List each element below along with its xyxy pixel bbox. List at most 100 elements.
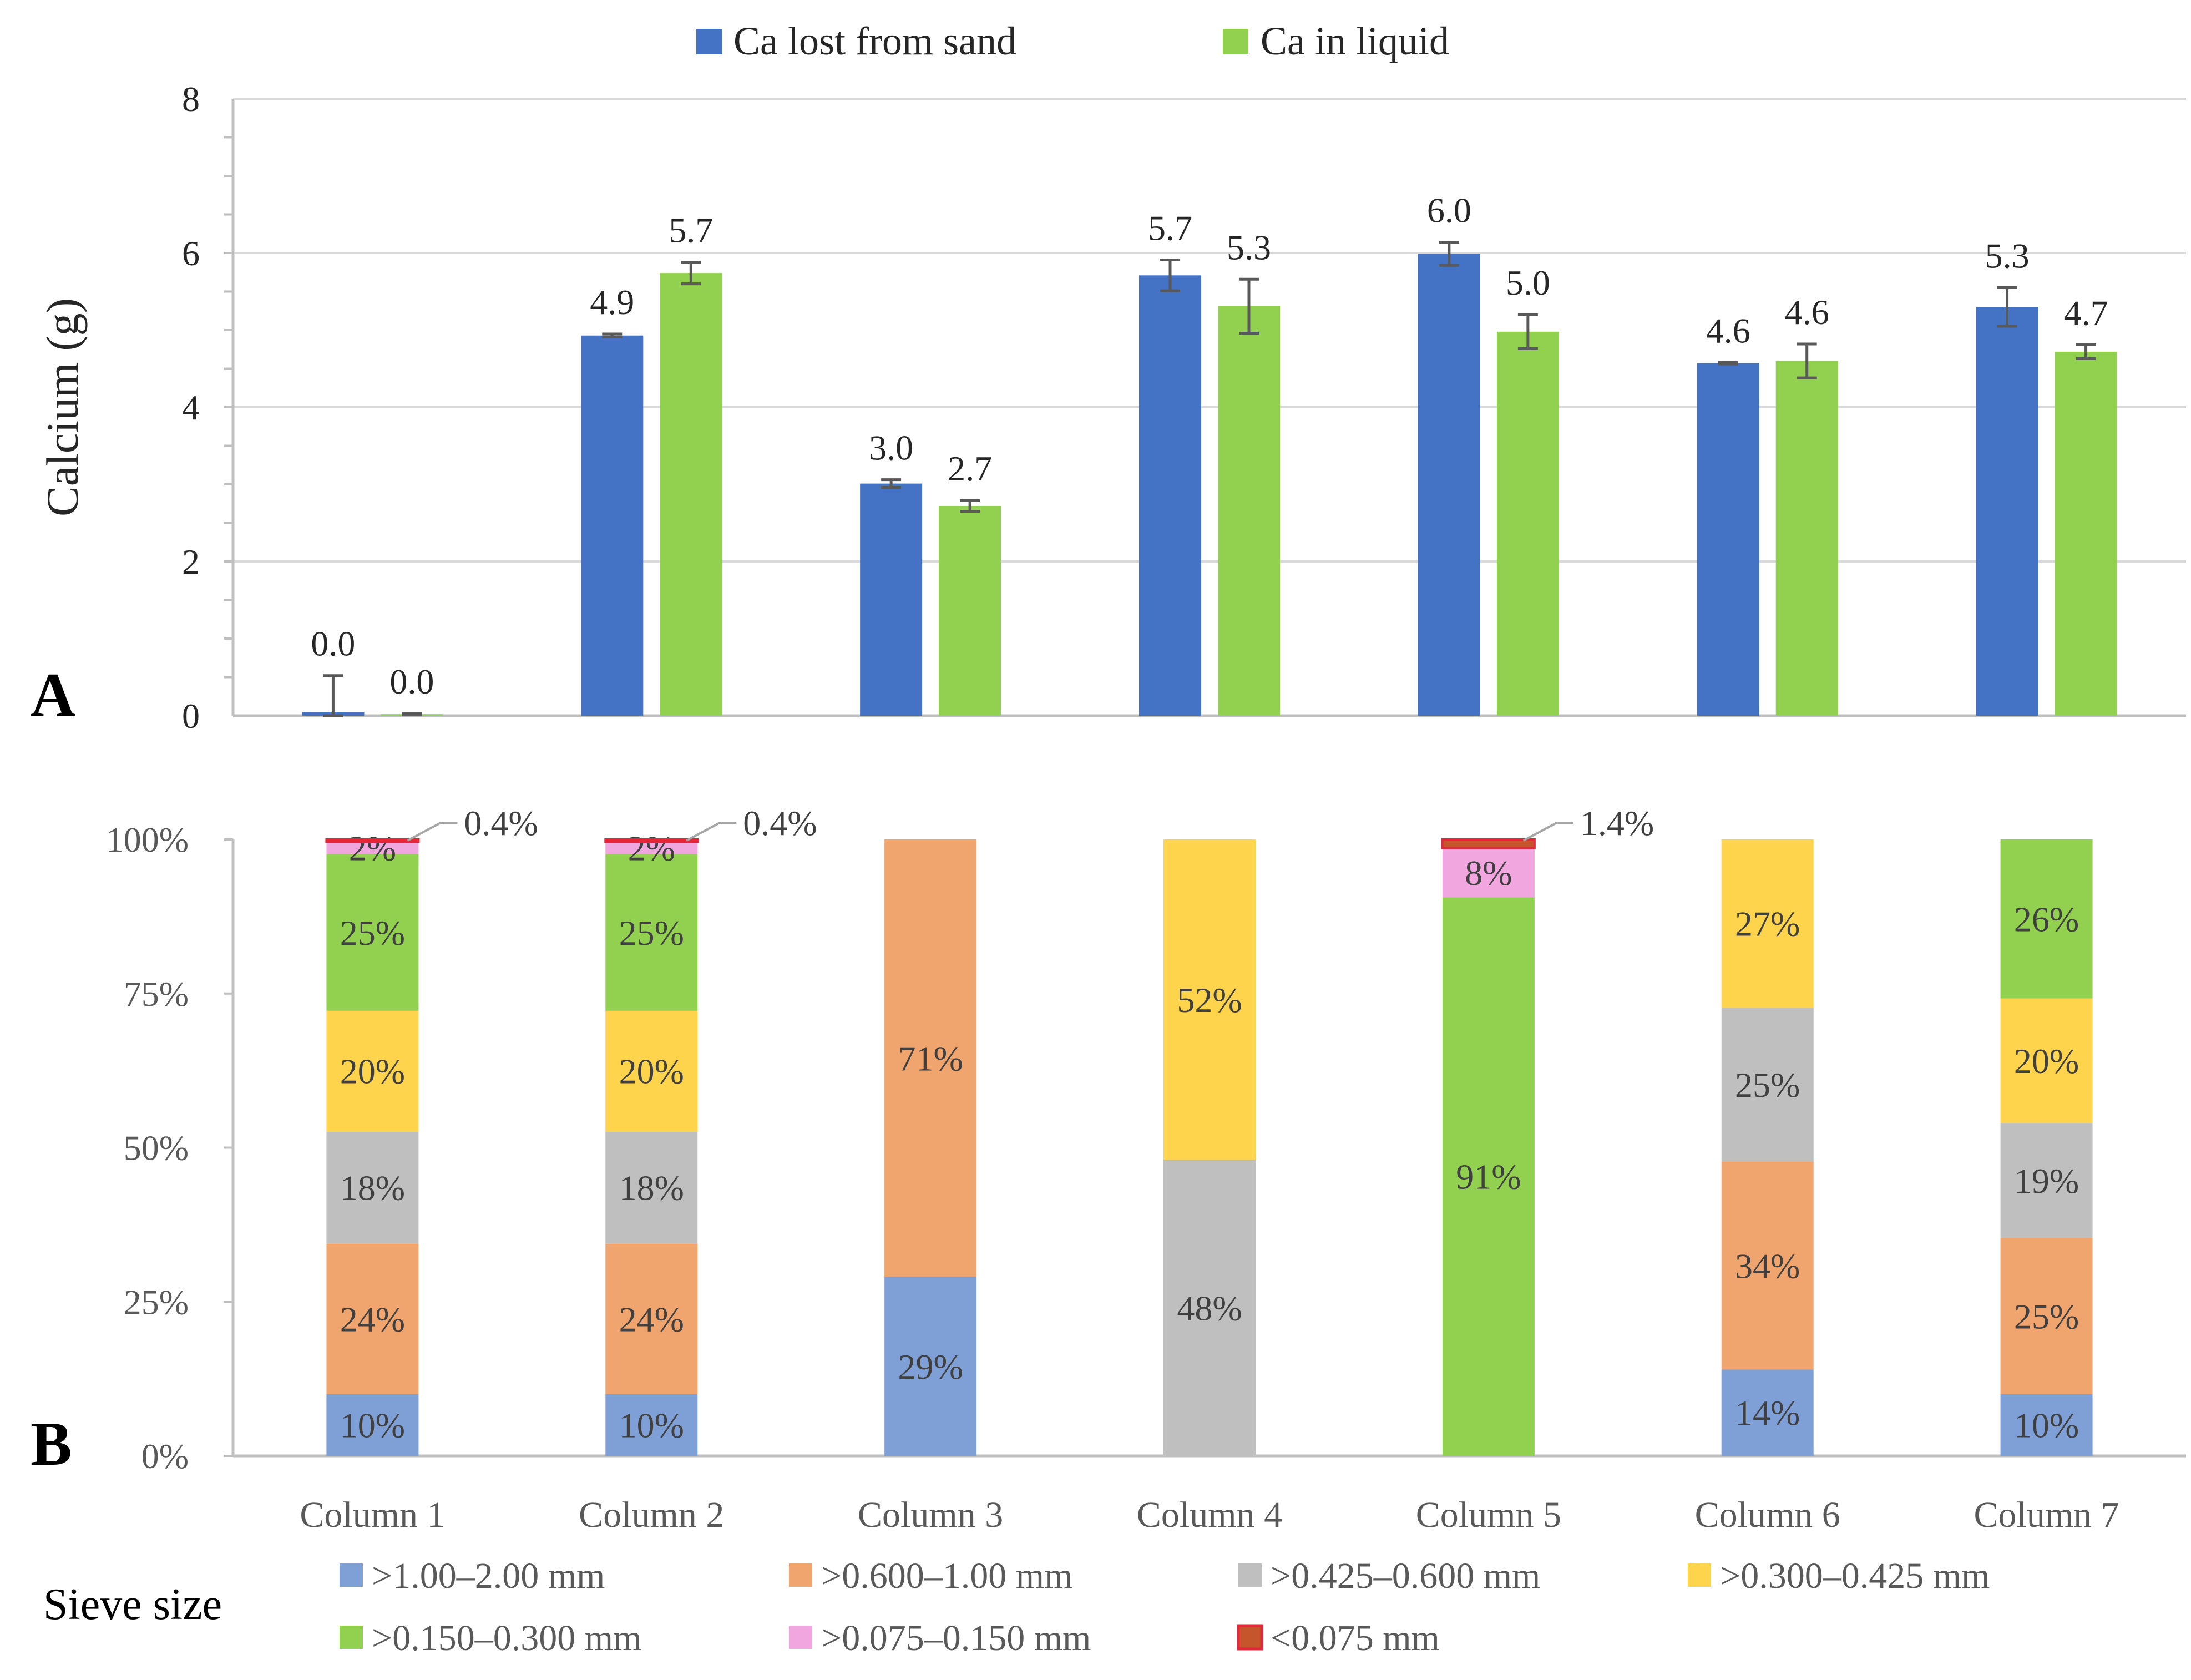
stack-segment-b bbox=[1721, 1369, 1814, 1456]
stack-segment-b bbox=[326, 1243, 419, 1394]
stack-segment-b bbox=[1163, 1160, 1256, 1456]
segment-label-b: 27% bbox=[1735, 904, 1800, 944]
segment-label-b: 25% bbox=[619, 913, 684, 953]
data-label-a: 5.3 bbox=[1985, 236, 2030, 276]
y-tick-label-b: 0% bbox=[141, 1436, 189, 1476]
stack-segment-b bbox=[605, 1394, 698, 1456]
legend-swatch-a bbox=[1223, 29, 1248, 54]
legend-swatch-a bbox=[696, 29, 722, 54]
segment-label-b: 20% bbox=[340, 1052, 405, 1091]
segment-label-b: 10% bbox=[340, 1405, 405, 1445]
legend-label-b: >0.425–0.600 mm bbox=[1271, 1556, 1540, 1596]
segment-label-b: 0.4% bbox=[743, 803, 817, 843]
segment-label-b: 1.4% bbox=[1580, 803, 1654, 843]
y-tick-label-a: 6 bbox=[182, 234, 200, 273]
segment-label-b: 18% bbox=[619, 1168, 684, 1208]
stack-segment-b bbox=[2000, 1238, 2093, 1394]
legend-label-b: >0.150–0.300 mm bbox=[372, 1618, 641, 1658]
bar-a-in-liquid bbox=[2055, 351, 2117, 716]
segment-label-b: 2% bbox=[349, 829, 396, 868]
stack-segment-b bbox=[604, 838, 699, 843]
data-label-a: 4.9 bbox=[590, 282, 634, 322]
legend-label-a: Ca lost from sand bbox=[733, 19, 1016, 63]
bar-a-lost-from-sand bbox=[1976, 307, 2038, 716]
segment-label-b: 20% bbox=[2014, 1041, 2079, 1081]
legend-label-b: >0.300–0.425 mm bbox=[1720, 1556, 1990, 1596]
bar-a-lost-from-sand bbox=[860, 483, 923, 716]
legend-title-b: Sieve size bbox=[43, 1580, 222, 1629]
legend-label-b: <0.075 mm bbox=[1271, 1618, 1440, 1658]
segment-label-b: 25% bbox=[340, 913, 405, 953]
stack-segment-b bbox=[1442, 897, 1535, 1456]
stack-segment-b bbox=[1721, 1008, 1814, 1162]
legend-swatch-b bbox=[1237, 1624, 1263, 1651]
data-label-a: 6.0 bbox=[1427, 191, 1471, 230]
stack-segment-b bbox=[884, 1277, 977, 1456]
data-label-a: 0.0 bbox=[311, 624, 355, 664]
y-tick-label-b: 25% bbox=[124, 1282, 189, 1322]
panel-label-b: B bbox=[31, 1410, 72, 1479]
legend-swatch-b bbox=[1688, 1563, 1711, 1587]
leader-line-b bbox=[686, 822, 737, 842]
bar-a-lost-from-sand bbox=[1139, 275, 1201, 716]
panel-label-a: A bbox=[31, 661, 75, 730]
y-tick-label-a: 2 bbox=[182, 542, 200, 581]
data-label-a: 0.0 bbox=[389, 662, 434, 701]
data-label-a: 5.7 bbox=[669, 211, 713, 250]
segment-label-b: 25% bbox=[1735, 1065, 1800, 1105]
data-label-a: 2.7 bbox=[948, 449, 992, 488]
legend-label-b: >0.600–1.00 mm bbox=[821, 1556, 1072, 1596]
segment-label-b: 8% bbox=[1465, 853, 1512, 893]
stack-segment-b bbox=[1721, 839, 1814, 1008]
bar-a-in-liquid bbox=[939, 505, 1001, 716]
y-tick-label-b: 100% bbox=[106, 820, 189, 859]
stack-segment-b bbox=[2000, 1394, 2093, 1456]
stack-segment-b bbox=[605, 1131, 698, 1244]
y-tick-label-b: 75% bbox=[124, 974, 189, 1014]
stack-segment-b bbox=[2000, 998, 2093, 1124]
stack-segment-b bbox=[2000, 1123, 2093, 1238]
stack-segment-b bbox=[605, 842, 698, 854]
segment-label-b: 20% bbox=[619, 1052, 684, 1091]
y-tick-label-a: 0 bbox=[182, 696, 200, 736]
stack-segment-b bbox=[1441, 838, 1536, 849]
segment-label-b: 52% bbox=[1177, 980, 1242, 1020]
stack-segment-b bbox=[326, 854, 419, 1011]
bar-a-lost-from-sand bbox=[581, 335, 644, 716]
segment-label-b: 24% bbox=[619, 1299, 684, 1339]
panel-b-stacked-bar-chart: 0% 25% 50% 75% 100% B 10% 24% 18% 20% 25% 2% 0.4% Col… bbox=[31, 803, 2186, 1658]
stack-segment-b bbox=[326, 1010, 419, 1132]
segment-label-b: 10% bbox=[619, 1405, 684, 1445]
segment-label-b: 26% bbox=[2014, 899, 2079, 939]
segment-label-b: 24% bbox=[340, 1299, 405, 1339]
data-label-a: 4.6 bbox=[1706, 311, 1750, 350]
stack-segment-b bbox=[326, 842, 419, 854]
y-tick-label-a: 8 bbox=[182, 79, 200, 119]
bar-a-in-liquid bbox=[660, 273, 722, 716]
stack-segment-b bbox=[605, 1243, 698, 1394]
bar-a-lost-from-sand bbox=[1697, 363, 1759, 716]
legend-label-b: >0.075–0.150 mm bbox=[821, 1618, 1091, 1658]
data-label-a: 5.7 bbox=[1148, 209, 1192, 248]
stack-segment-b bbox=[1721, 1162, 1814, 1370]
segment-label-b: 18% bbox=[340, 1168, 405, 1208]
stack-segment-b bbox=[326, 1131, 419, 1244]
x-tick-label-b: Column 5 bbox=[1416, 1495, 1561, 1535]
bar-a-lost-from-sand bbox=[1418, 254, 1480, 716]
stack-segment-b bbox=[605, 854, 698, 1011]
data-label-a: 5.3 bbox=[1227, 227, 1271, 267]
x-tick-label-b: Column 3 bbox=[858, 1495, 1003, 1535]
legend-swatch-b bbox=[789, 1563, 812, 1587]
legend-swatch-b bbox=[340, 1626, 363, 1649]
leader-line-b bbox=[1522, 822, 1573, 842]
y-tick-label-a: 4 bbox=[182, 388, 200, 427]
x-tick-label-b: Column 6 bbox=[1695, 1495, 1840, 1535]
y-axis-title: Calcium (g) bbox=[37, 298, 88, 517]
segment-label-b: 48% bbox=[1177, 1288, 1242, 1328]
data-label-a: 5.0 bbox=[1506, 263, 1550, 302]
segment-label-b: 25% bbox=[2014, 1297, 2079, 1336]
segment-label-b: 0.4% bbox=[464, 803, 538, 843]
data-label-a: 4.7 bbox=[2064, 293, 2108, 332]
legend-label-a: Ca in liquid bbox=[1261, 19, 1449, 63]
stack-segment-b bbox=[1442, 848, 1535, 898]
